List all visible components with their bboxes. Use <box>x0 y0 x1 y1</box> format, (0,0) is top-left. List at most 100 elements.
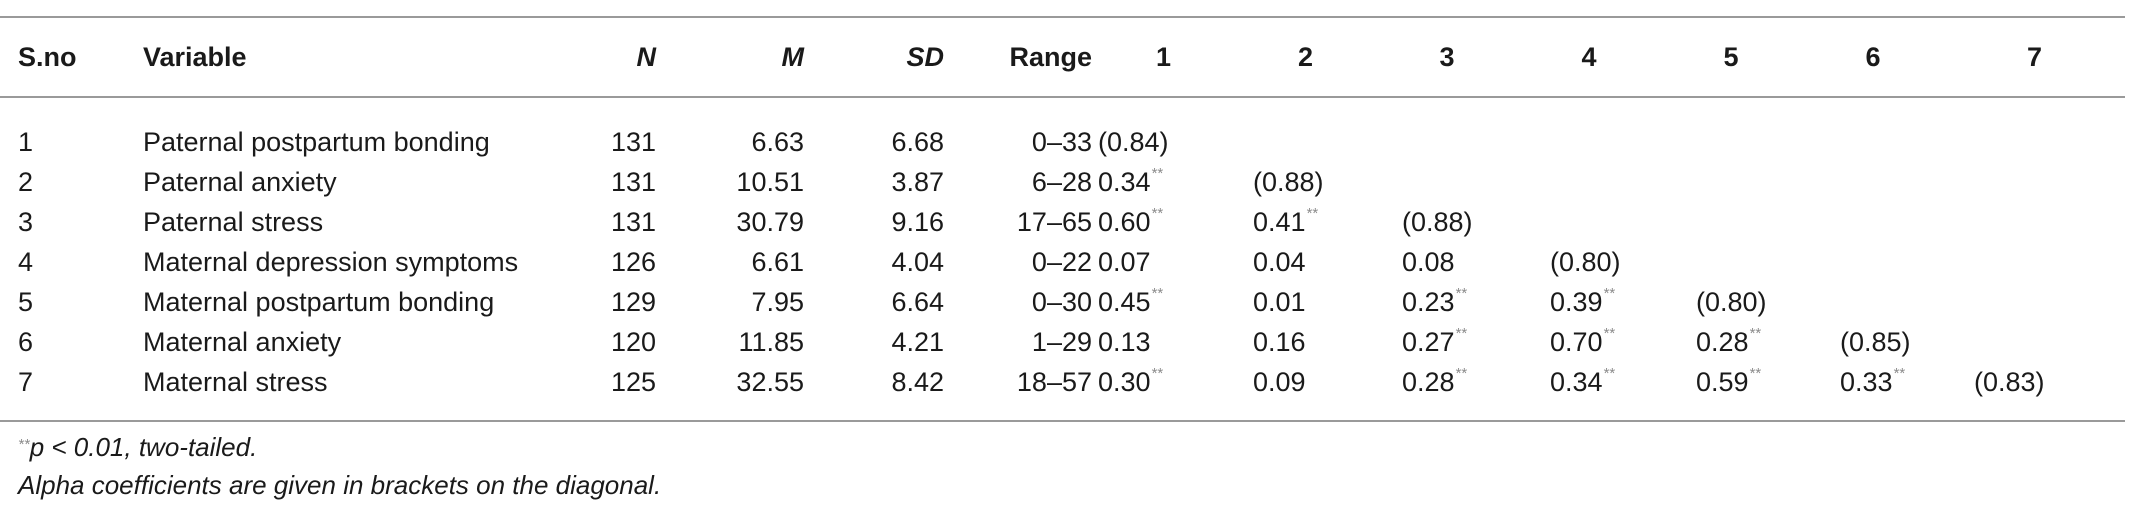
cell-corr-3 <box>1376 97 1518 162</box>
cell-sd: 8.42 <box>891 366 944 397</box>
significance-stars: ** <box>1603 364 1616 382</box>
header-sno: S.no <box>18 41 77 72</box>
corr-value: 0.27 <box>1402 326 1455 357</box>
table-row: 7 Maternal stress 125 32.55 8.42 18–57 0.30** 0… <box>0 362 2125 421</box>
corr-value: 0.60 <box>1098 206 1151 237</box>
cell-n: 131 <box>610 166 656 197</box>
cell-range: 17–65 <box>1016 206 1092 237</box>
cell-corr-5 <box>1660 202 1802 242</box>
cell-corr-7 <box>1944 162 2125 202</box>
cell-sno: 1 <box>18 126 34 157</box>
header-sd: SD <box>906 41 944 72</box>
cell-corr-7 <box>1944 97 2125 162</box>
cell-variable: Paternal postpartum bonding <box>143 126 490 157</box>
significance-stars: ** <box>1749 324 1762 342</box>
corr-value: 0.07 <box>1098 246 1151 277</box>
table-row: 2 Paternal anxiety 131 10.51 3.87 6–28 0.34** (… <box>0 162 2125 202</box>
cell-sno: 5 <box>18 286 34 317</box>
corr-value: 0.13 <box>1098 326 1151 357</box>
cell-corr-6 <box>1802 162 1944 202</box>
header-col-7: 7 <box>2026 41 2043 72</box>
corr-value: 0.33 <box>1840 366 1893 397</box>
header-col-5: 5 <box>1723 41 1739 72</box>
cell-corr-3: (0.88) <box>1376 202 1518 242</box>
cell-corr-3: 0.27** <box>1376 322 1518 362</box>
cell-corr-4: 0.39** <box>1518 282 1660 322</box>
significance-stars: ** <box>1151 164 1164 182</box>
corr-value: 0.08 <box>1402 246 1455 277</box>
correlation-table-container: S.no Variable N M SD Range 1 2 3 4 5 6 7… <box>0 16 2125 422</box>
cell-corr-3: 0.28** <box>1376 362 1518 421</box>
cell-sno: 7 <box>18 366 34 397</box>
cell-variable: Maternal anxiety <box>143 326 342 357</box>
corr-value: 0.34 <box>1098 166 1151 197</box>
header-variable: Variable <box>143 41 247 72</box>
cell-sno: 2 <box>18 166 34 197</box>
cell-corr-5: (0.80) <box>1660 282 1802 322</box>
cell-corr-4 <box>1518 162 1660 202</box>
cell-corr-1: 0.45** <box>1092 282 1235 322</box>
corr-value: (0.85) <box>1840 326 1911 357</box>
header-range: Range <box>1009 41 1092 72</box>
cell-corr-7 <box>1944 202 2125 242</box>
significance-stars: ** <box>1455 324 1468 342</box>
significance-stars: ** <box>1151 284 1164 302</box>
cell-m: 32.55 <box>736 366 804 397</box>
cell-variable: Maternal postpartum bonding <box>143 286 495 317</box>
cell-m: 6.61 <box>751 246 804 277</box>
corr-value: 0.09 <box>1253 366 1306 397</box>
cell-corr-1: 0.30** <box>1092 362 1235 421</box>
cell-range: 0–22 <box>1031 246 1092 277</box>
cell-corr-6 <box>1802 97 1944 162</box>
cell-sno: 6 <box>18 326 34 357</box>
corr-value: 0.30 <box>1098 366 1151 397</box>
cell-corr-1: 0.34** <box>1092 162 1235 202</box>
cell-m: 6.63 <box>751 126 804 157</box>
cell-sd: 3.87 <box>891 166 944 197</box>
cell-corr-2: 0.09 <box>1235 362 1376 421</box>
cell-corr-3: 0.23** <box>1376 282 1518 322</box>
cell-range: 6–28 <box>1031 166 1092 197</box>
cell-corr-5: 0.59** <box>1660 362 1802 421</box>
cell-variable: Paternal stress <box>143 206 324 237</box>
cell-corr-1: (0.84) <box>1092 97 1235 162</box>
cell-corr-5 <box>1660 242 1802 282</box>
cell-corr-2: 0.01 <box>1235 282 1376 322</box>
header-col-6: 6 <box>1865 41 1881 72</box>
cell-sd: 9.16 <box>891 206 944 237</box>
cell-sd: 4.04 <box>891 246 944 277</box>
cell-corr-2: (0.88) <box>1235 162 1376 202</box>
corr-value: 0.45 <box>1098 286 1151 317</box>
significance-stars: ** <box>1151 204 1164 222</box>
table-row: 4 Maternal depression symptoms 126 6.61 4.04… <box>0 242 2125 282</box>
cell-corr-2 <box>1235 97 1376 162</box>
corr-value: (0.80) <box>1696 286 1767 317</box>
cell-range: 1–29 <box>1031 326 1092 357</box>
cell-range: 0–33 <box>1031 126 1092 157</box>
table-row: 5 Maternal postpartum bonding 129 7.95 6.64 0… <box>0 282 2125 322</box>
corr-value: 0.41 <box>1253 206 1306 237</box>
cell-corr-4 <box>1518 202 1660 242</box>
corr-value: 0.28 <box>1402 366 1455 397</box>
significance-stars: ** <box>1306 204 1319 222</box>
corr-value: (0.83) <box>1974 366 2045 397</box>
corr-value: (0.88) <box>1253 166 1324 197</box>
cell-corr-4: 0.70** <box>1518 322 1660 362</box>
cell-corr-3 <box>1376 162 1518 202</box>
table-row: 3 Paternal stress 131 30.79 9.16 17–65 0.60** 0… <box>0 202 2125 242</box>
significance-marker: ** <box>18 436 30 453</box>
cell-corr-1: 0.07 <box>1092 242 1235 282</box>
table-row: 1 Paternal postpartum bonding 131 6.63 6.68 0… <box>0 97 2125 162</box>
cell-range: 18–57 <box>1016 366 1092 397</box>
cell-corr-4 <box>1518 97 1660 162</box>
significance-stars: ** <box>1455 364 1468 382</box>
cell-m: 30.79 <box>736 206 804 237</box>
cell-sd: 4.21 <box>891 326 944 357</box>
table-footnotes: **p < 0.01, two-tailed. Alpha coefficien… <box>18 428 661 504</box>
cell-corr-5: 0.28** <box>1660 322 1802 362</box>
correlation-table: S.no Variable N M SD Range 1 2 3 4 5 6 7… <box>0 16 2125 422</box>
cell-variable: Maternal depression symptoms <box>143 246 519 277</box>
cell-corr-6: 0.33** <box>1802 362 1944 421</box>
cell-sno: 3 <box>18 206 34 237</box>
cell-variable: Paternal anxiety <box>143 166 337 197</box>
